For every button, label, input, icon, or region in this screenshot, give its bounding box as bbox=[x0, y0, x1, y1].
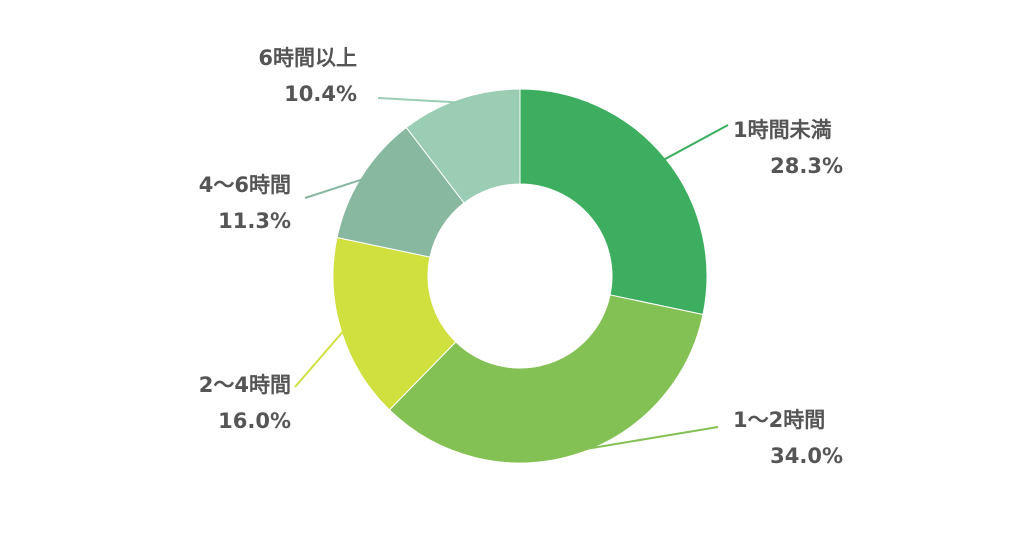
slice-3 bbox=[332, 236, 457, 411]
slice-1 bbox=[519, 88, 708, 316]
slice-value-2: 34.0% bbox=[770, 444, 843, 468]
leader-line-1 bbox=[661, 124, 729, 162]
slice-value-5: 10.4% bbox=[284, 82, 357, 106]
slices-group bbox=[332, 88, 708, 464]
slice-5 bbox=[405, 88, 521, 204]
slice-label-3: 2〜4時間 bbox=[199, 373, 291, 397]
leader-line-2 bbox=[573, 426, 719, 453]
leader-line-3 bbox=[294, 328, 346, 388]
leader-line-4 bbox=[304, 177, 366, 199]
labels-group: 1時間未満 28.3% 1〜2時間 34.0% 2〜4時間 16.0% 4〜6時間 11.3%… bbox=[199, 46, 843, 468]
slice-label-1: 1時間未満 bbox=[733, 118, 832, 142]
slice-value-1: 28.3% bbox=[770, 154, 843, 178]
leader-line-5 bbox=[377, 97, 462, 104]
slice-label-2: 1〜2時間 bbox=[733, 408, 825, 432]
slice-value-3: 16.0% bbox=[218, 409, 291, 433]
slice-label-4: 4〜6時間 bbox=[199, 173, 291, 197]
slice-value-4: 11.3% bbox=[218, 209, 291, 233]
leader-lines-group bbox=[294, 97, 729, 453]
slice-2 bbox=[388, 294, 704, 464]
slice-label-5: 6時間以上 bbox=[258, 46, 357, 70]
